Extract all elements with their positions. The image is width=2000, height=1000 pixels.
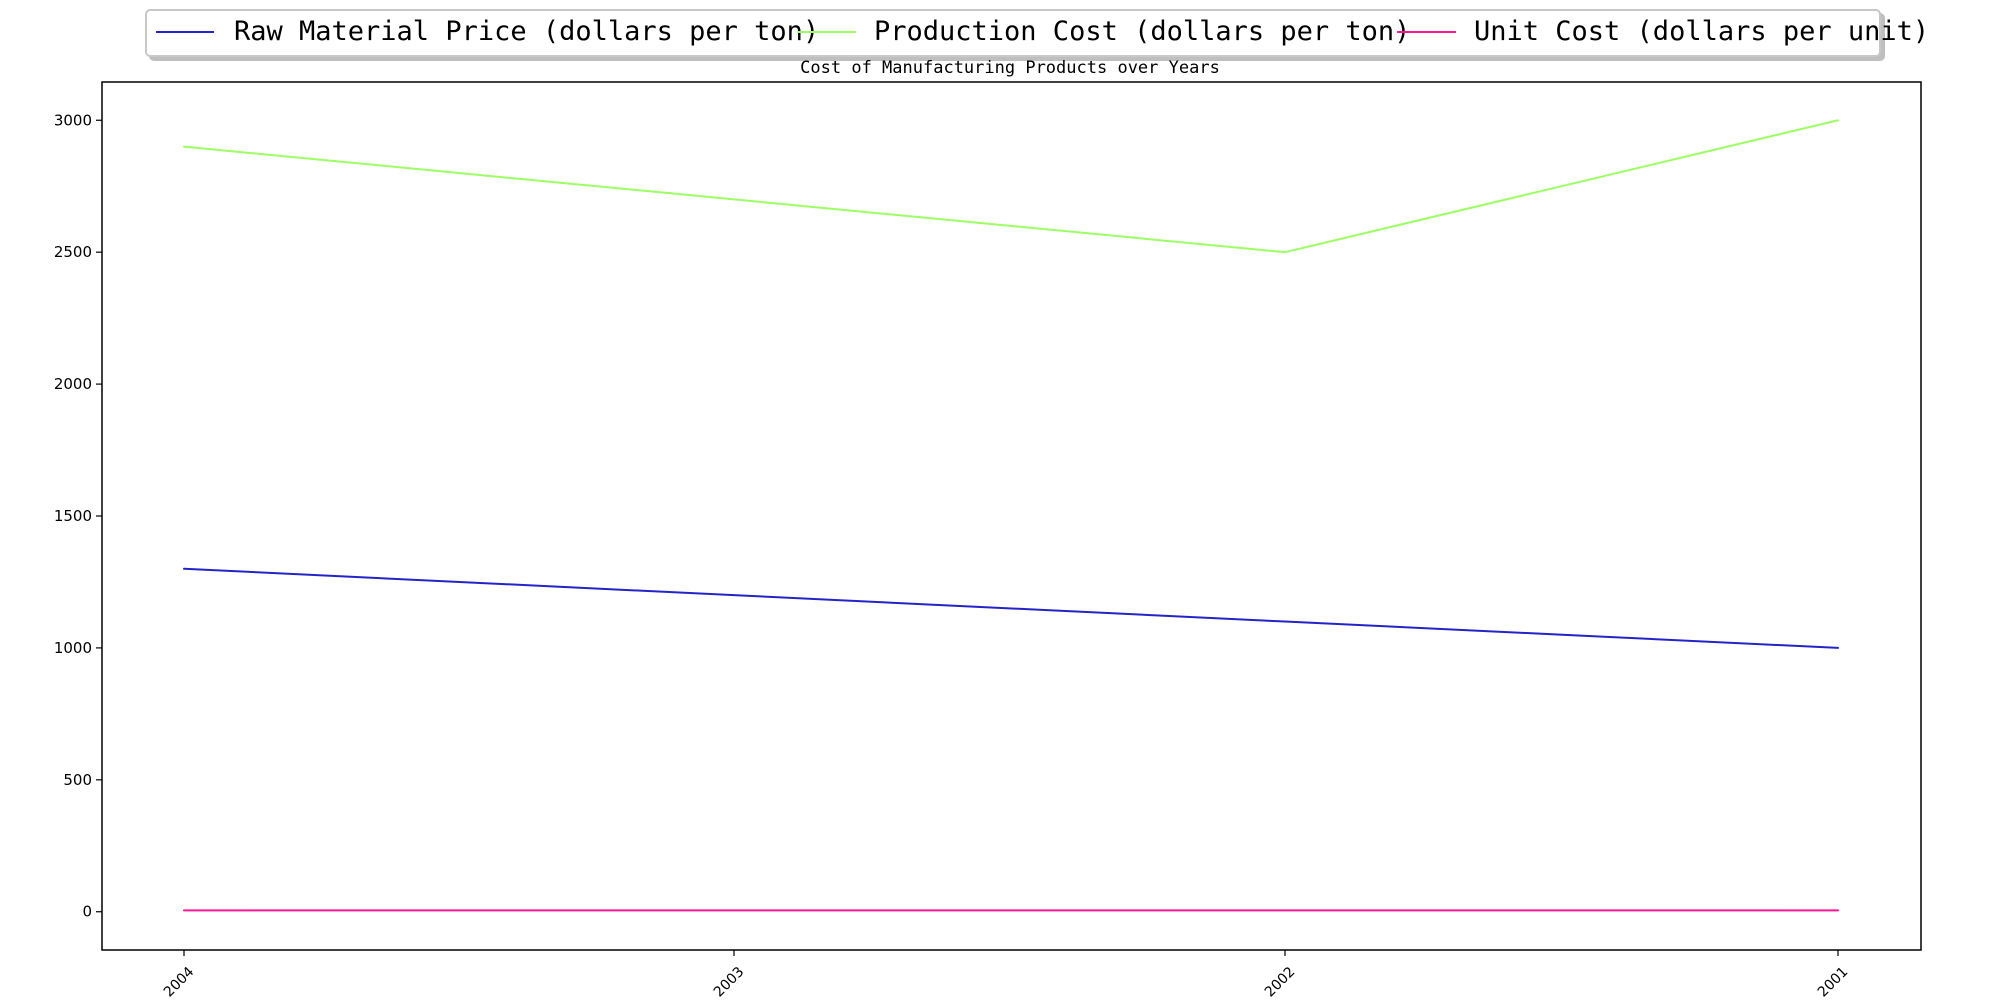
x-axis-tick-label-1: 2003 xyxy=(711,964,748,1000)
x-axis-tick-label-0: 2004 xyxy=(161,964,198,1000)
x-axis-tick-label-3: 2001 xyxy=(1815,964,1852,1000)
y-axis-tick-label-6: 3000 xyxy=(54,111,92,129)
plot-frame xyxy=(101,81,1922,951)
x-axis-tick-label-2: 2002 xyxy=(1262,964,1299,1000)
legend: Raw Material Price (dollars per ton) Prod… xyxy=(145,9,1929,57)
y-axis-tick-label-1: 500 xyxy=(63,771,92,789)
series-lines xyxy=(183,119,1839,912)
y-axis-tick-label-0: 0 xyxy=(82,903,92,921)
legend-label-1: Production Cost (dollars per ton) xyxy=(874,16,1410,47)
y-axis-tick-label-4: 2000 xyxy=(54,375,92,393)
legend-label-0: Raw Material Price (dollars per ton) xyxy=(234,16,819,47)
legend-box xyxy=(145,9,1881,57)
legend-label-2: Unit Cost (dollars per unit) xyxy=(1474,16,1929,47)
chart-title: Cost of Manufacturing Products over Year… xyxy=(800,58,1220,78)
series-line-0 xyxy=(183,567,1839,649)
y-axis-tick-label-3: 1500 xyxy=(54,507,92,525)
series-line-1 xyxy=(183,119,1839,254)
y-axis-tick-label-5: 2500 xyxy=(54,243,92,261)
y-axis-tick-label-2: 1000 xyxy=(54,639,92,657)
